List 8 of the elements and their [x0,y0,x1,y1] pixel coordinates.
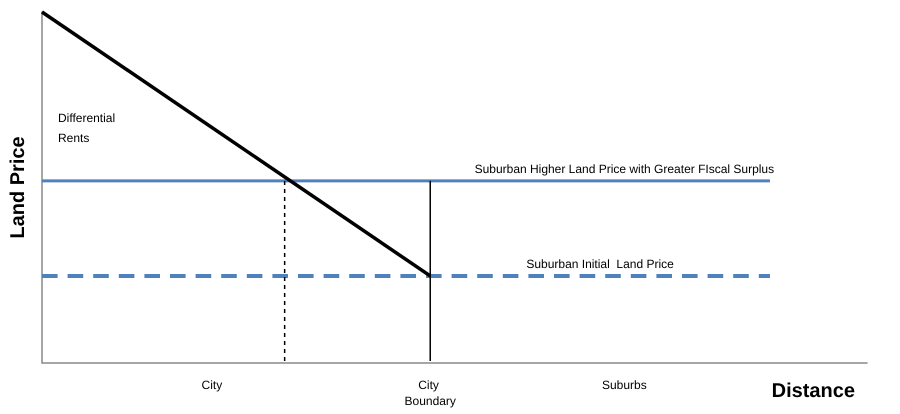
y-axis-title: Land Price [7,136,29,239]
x-tick-label: City Boundary [404,378,456,408]
series-label: Suburban Higher Land Price with Greater FIscal Surplus [474,162,774,176]
x-axis-title: Distance [772,380,855,402]
x-tick-label: Suburbs [602,378,647,392]
x-tick-label: City [202,378,222,392]
series-label: Suburban Initial Land Price [526,256,674,271]
annotation: Differential Rents [58,111,118,145]
